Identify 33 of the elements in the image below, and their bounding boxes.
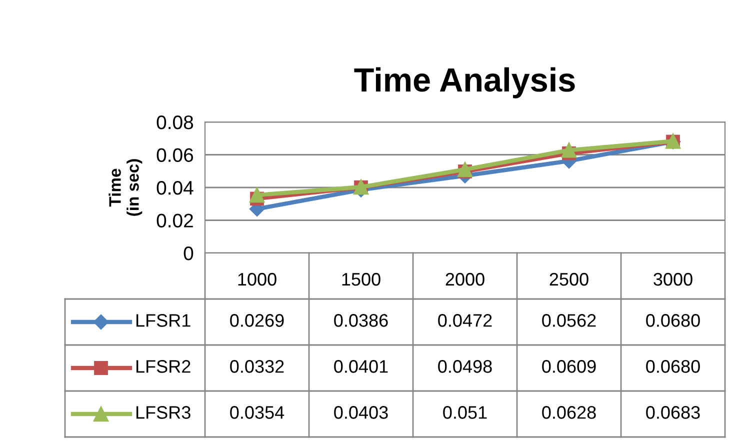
y-axis-title: Time (in sec)	[108, 159, 142, 216]
data-label: 0.0680	[646, 360, 700, 373]
data-label: 0.0332	[230, 360, 284, 373]
data-label: 0.0683	[646, 406, 700, 419]
y-tick-label: 0.04	[156, 180, 194, 195]
point	[249, 187, 265, 203]
legend-label: LFSR2	[136, 360, 190, 373]
y-tick-label: 0.08	[156, 115, 194, 130]
data-label: 0.0609	[542, 360, 596, 373]
x-tick-label: 1500	[342, 272, 380, 286]
y-tick-label: 0.06	[156, 148, 194, 162]
data-label: 0.051	[443, 406, 487, 419]
x-tick-label: 1000	[238, 272, 276, 286]
y-tick-label: 0.02	[156, 214, 193, 228]
y-tick-label: 0	[184, 246, 194, 260]
data-label: 0.0401	[334, 360, 388, 373]
chart-title: Time Analysis	[354, 67, 575, 98]
x-tick-label: 2000	[446, 272, 484, 286]
legend-label: LFSR1	[136, 314, 190, 327]
legend-label: LFSR3	[136, 406, 190, 419]
point	[457, 162, 473, 178]
data-label: 0.0472	[438, 314, 492, 327]
x-tick-label: 3000	[654, 272, 692, 286]
data-label: 0.0562	[542, 314, 596, 327]
data-label: 0.0354	[230, 406, 284, 419]
x-tick-label: 2500	[550, 272, 588, 286]
data-label: 0.0403	[334, 406, 388, 419]
data-label: 0.0680	[646, 314, 700, 327]
data-label: 0.0269	[230, 314, 284, 327]
data-label: 0.0628	[542, 406, 596, 419]
data-label: 0.0386	[334, 314, 388, 327]
point	[561, 142, 577, 158]
data-label: 0.0498	[438, 360, 492, 373]
